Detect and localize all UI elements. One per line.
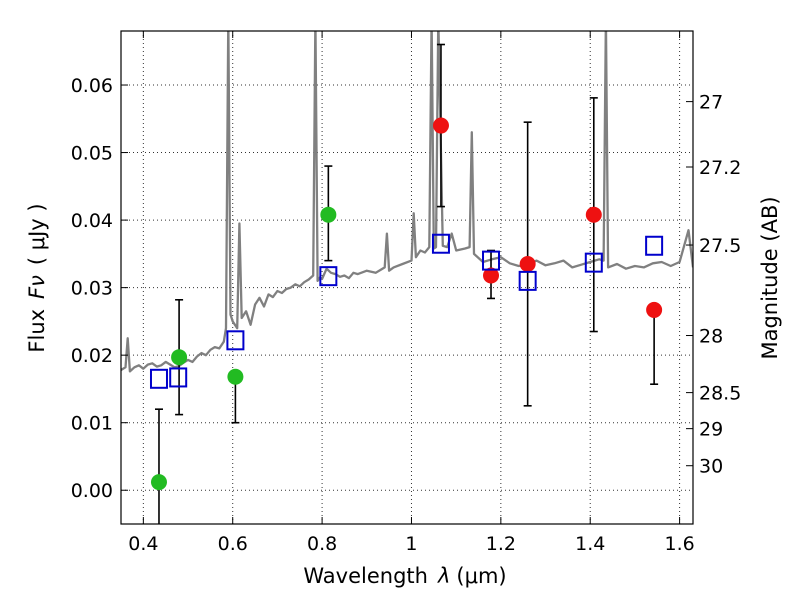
y2-tick-label: 27.5 [699,235,741,257]
red-data-point [585,206,602,223]
red-data-point [432,117,449,134]
model-box-marker [584,252,603,273]
model-box-marker [645,235,664,256]
y-tick-label: 0.02 [71,345,113,367]
model-box-marker [518,270,537,291]
y2-tick-label: 27 [699,92,723,114]
y-axis-title: FluxFν( μJy ) [25,203,49,352]
x-tick-label: 1.6 [664,533,694,555]
y-tick-label: 0.06 [71,75,113,97]
x-tick-label: 0.6 [218,533,248,555]
y2-tick-label: 28.5 [699,383,741,405]
model-box-marker [482,250,501,271]
x-tick-label: 1.2 [486,533,516,555]
red-data-point [483,267,500,284]
green-data-point [171,349,188,366]
y2-tick-label: 27.2 [699,157,741,179]
red-data-point [519,255,536,272]
y-tick-label: 0.04 [71,210,113,232]
model-box-marker [226,330,245,351]
data-layer [149,43,664,524]
model-box-marker [431,233,450,254]
y2-tick-label: 29 [699,419,723,441]
x-tick-label: 0.4 [128,533,158,555]
model-box-marker [169,367,188,388]
green-data-point [227,368,244,385]
y-tick-label: 0.03 [71,278,113,300]
x-axis-title: Wavelength λ (μm) [303,564,506,588]
y-tick-label: 0.05 [71,143,113,165]
model-box-marker [319,266,338,287]
y-tick-label: 0.00 [71,480,113,502]
green-data-point [150,474,167,491]
y2-axis-title: Magnitude (AB) [758,196,782,359]
spectrum-layer [121,31,693,373]
x-tick-label: 1.4 [575,533,605,555]
model-box-marker [149,368,168,389]
plot-frame [120,30,694,525]
y2-tick-label: 30 [699,456,723,478]
y2-tick-label: 28 [699,326,723,348]
green-data-point [320,206,337,223]
x-tick-label: 1 [405,533,417,555]
x-tick-label: 0.8 [307,533,337,555]
model-spectrum-line [121,31,693,373]
red-data-point [646,301,663,318]
axis-ticks: 0.4 0.6 0.8 1 1.2 1.4 1.6 0.00 0.01 0.02 0.03 0.04 0… [71,31,741,555]
y-tick-label: 0.01 [71,413,113,435]
